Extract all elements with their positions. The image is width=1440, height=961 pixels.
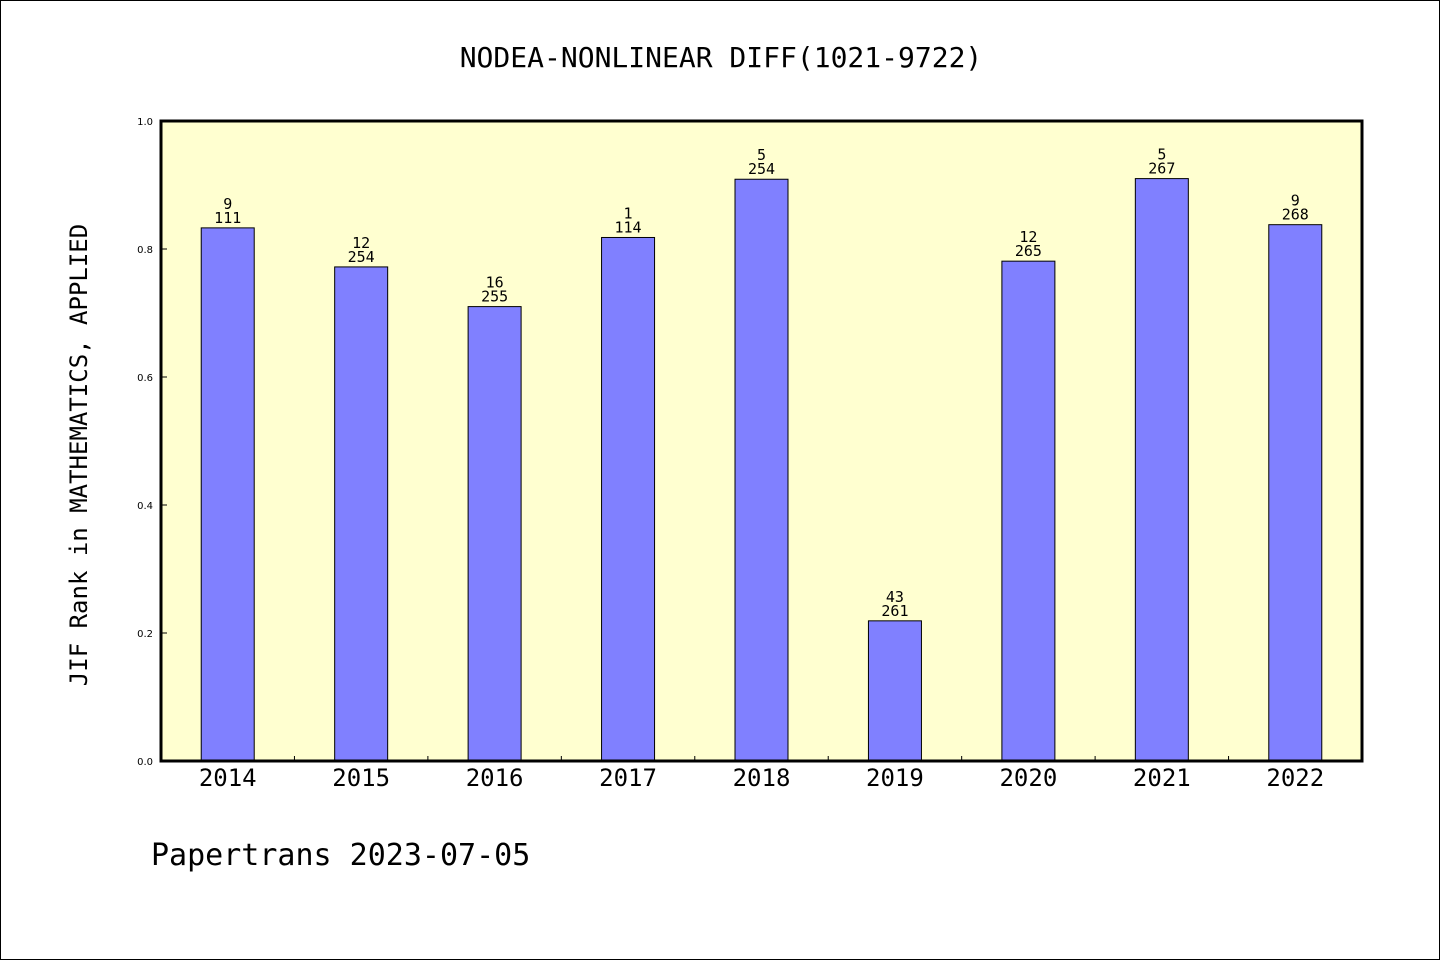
bar-rank-label: 9: [1291, 192, 1300, 210]
bar-total-label: 111: [214, 209, 241, 227]
x-tick-label: 2016: [466, 764, 524, 792]
bar-rank-label: 5: [757, 146, 766, 164]
bar: [1001, 260, 1056, 762]
chart-title: NODEA-NONLINEAR DIFF(1021-9722): [460, 41, 983, 74]
bar-rank-label: 5: [1157, 146, 1166, 164]
bar: [200, 227, 255, 762]
y-tick-label: 1.0: [137, 117, 153, 128]
bar-total-label: 255: [481, 288, 508, 306]
y-axis-label: JIF Rank in MATHEMATICS, APPLIED: [65, 224, 93, 686]
bar: [601, 236, 656, 762]
x-tick-label: 2018: [733, 764, 791, 792]
bar-rank-label: 1: [624, 204, 633, 222]
x-tick-label: 2017: [599, 764, 657, 792]
y-tick-label: 0.4: [137, 501, 153, 512]
bar-rank-label: 12: [1019, 228, 1037, 246]
bar: [1268, 224, 1323, 762]
bar: [867, 620, 922, 762]
bar: [334, 266, 389, 762]
bar-total-label: 254: [348, 248, 375, 266]
bar-rank-label: 12: [352, 234, 370, 252]
x-tick-label: 2022: [1266, 764, 1324, 792]
bar-total-label: 261: [881, 602, 908, 620]
y-tick-label: 0.6: [137, 373, 153, 384]
x-tick-label: 2015: [332, 764, 390, 792]
bar-rank-label: 43: [886, 588, 904, 606]
x-tick-label: 2019: [866, 764, 924, 792]
bar: [1134, 178, 1189, 762]
bar: [734, 178, 789, 762]
y-tick-label: 0.0: [137, 757, 153, 768]
bar-total-label: 254: [748, 160, 775, 178]
x-axis: 2014 2015 2016 2017 2018 2019 2020 2021 2022: [199, 756, 1324, 792]
bar-rank-label: 9: [223, 195, 232, 213]
bar-rank-label: 16: [486, 274, 504, 292]
plot-border: [159, 119, 1364, 763]
x-tick-label: 2014: [199, 764, 257, 792]
bar-total-label: 114: [615, 218, 642, 236]
footer-text: Papertrans 2023-07-05: [151, 838, 530, 873]
x-tick-label: 2020: [999, 764, 1057, 792]
bar: [467, 306, 522, 762]
bar-total-label: 265: [1015, 242, 1042, 260]
x-tick-label: 2021: [1133, 764, 1191, 792]
bar-total-label: 267: [1148, 160, 1175, 178]
bar-total-label: 268: [1282, 206, 1309, 224]
y-tick-label: 0.2: [137, 629, 153, 640]
y-tick-label: 0.8: [137, 245, 153, 256]
